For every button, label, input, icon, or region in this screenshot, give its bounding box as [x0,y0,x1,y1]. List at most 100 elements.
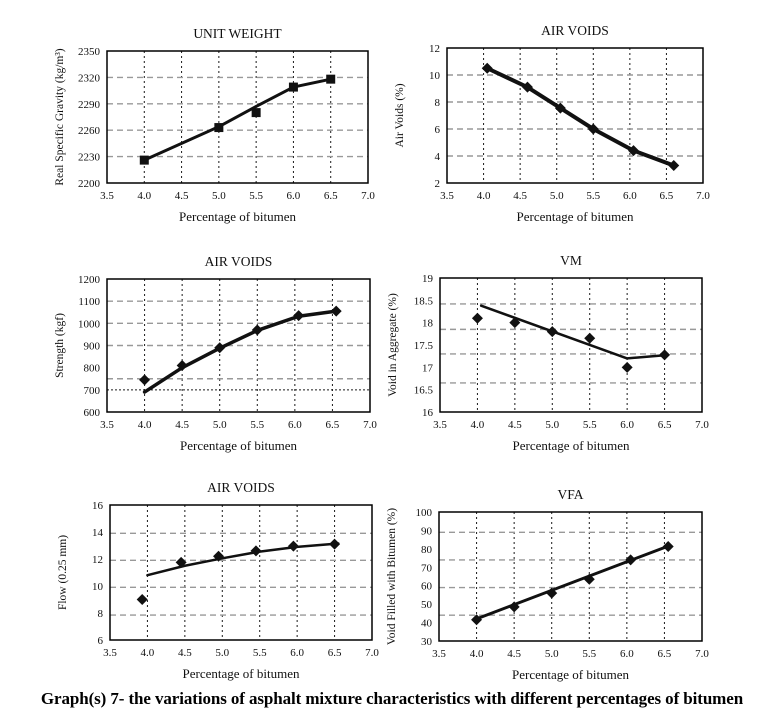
data-marker [330,305,342,317]
x-tick-label: 6.5 [658,648,672,660]
trend-line [146,542,340,577]
y-tick-label: 6 [98,635,104,647]
y-axis-label: Strength (kgf) [54,313,66,378]
y-tick-label: 10 [92,581,104,593]
y-tick-label: 2320 [78,72,101,84]
data-marker [583,573,595,585]
x-tick-label: 5.5 [582,648,596,660]
x-tick-label: 3.5 [100,419,114,431]
y-tick-label: 16 [92,500,104,512]
x-tick-label: 5.0 [545,419,559,431]
y-tick-label: 2200 [78,178,101,190]
trend-line [479,304,666,360]
data-marker [139,374,151,386]
data-marker [288,82,298,92]
x-tick-label: 4.0 [137,190,151,202]
x-tick-label: 4.5 [175,419,189,431]
figure-caption: Graph(s) 7- the variations of asphalt mi… [40,689,744,708]
data-marker [587,123,599,135]
x-tick-label: 6.5 [658,419,672,431]
x-tick-label: 5.0 [550,190,564,202]
chart-vfa: 30 40 50 60 70 80 90 100 3.5 4.0 4.5 5.0 5.5 6.0 6.5 7.… [386,487,709,682]
y-axis-label: Real Specific Gravity (kg/m³) [54,48,66,185]
x-tick-label: 3.5 [432,648,446,660]
x-tick-label: 5.0 [215,647,229,659]
data-marker [214,342,226,354]
chart-vm: 16 16.5 17 17.5 18 18.5 19 3.5 4.0 4.5 5.0 5.5 6.0 6.… [387,253,709,453]
chart-flow: 6 8 10 12 14 16 3.5 4.0 4.5 5.0 5.5 6.0 6.5 7.0 AIR VO… [57,480,379,681]
x-axis-label: Percentage of bitumen [180,438,297,453]
plot-border [106,278,371,413]
data-marker [584,332,596,344]
data-marker [176,359,188,371]
x-tick-label: 6.5 [326,419,340,431]
data-marker [662,540,674,552]
plot-border [439,277,703,413]
trend-line [475,544,670,621]
chart-unit-weight: 2200 2230 2260 2290 2320 2350 3.5 4.0 4.5 5.0 5.5 6… [54,26,375,224]
x-axis-label: Percentage of bitumen [183,666,300,681]
y-tick-label: 12 [429,43,440,55]
y-tick-label: 1000 [78,318,101,330]
x-tick-label: 3.5 [103,647,117,659]
x-tick-label: 3.5 [433,419,447,431]
trend-line [142,309,338,394]
y-tick-label: 18.5 [414,295,434,307]
y-tick-label: 16 [422,407,434,419]
data-marker [668,159,680,171]
data-marker [175,556,187,568]
x-tick-label: 4.5 [178,647,192,659]
x-tick-label: 6.0 [290,647,304,659]
data-marker [326,74,336,84]
x-tick-label: 4.5 [508,419,522,431]
y-tick-label: 70 [421,562,433,574]
plot-border [106,50,369,184]
y-axis-label: Flow (0.25 mm) [57,535,69,610]
data-marker [250,545,262,557]
plot-border [109,504,373,641]
y-tick-label: 2350 [78,46,101,58]
x-tick-label: 6.5 [660,190,674,202]
x-axis-label: Percentage of bitumen [179,209,296,224]
x-tick-label: 7.0 [696,190,710,202]
data-marker [628,145,640,157]
y-tick-label: 6 [435,124,441,136]
x-axis-label: Percentage of bitumen [517,209,634,224]
chart-air-voids: 2 4 6 8 10 12 3.5 4.0 4.5 5.0 5.5 6.0 6.5 7.0 AIR VOID… [394,23,710,224]
y-tick-label: 18 [422,318,434,330]
chart-title: AIR VOIDS [205,254,273,269]
data-marker [546,326,558,338]
x-tick-label: 7.0 [695,648,709,660]
data-marker [546,587,558,599]
x-tick-label: 5.5 [253,647,267,659]
x-tick-label: 7.0 [365,647,379,659]
y-tick-label: 900 [84,341,101,353]
x-tick-label: 6.5 [328,647,342,659]
x-axis-label: Percentage of bitumen [512,667,629,682]
y-tick-label: 1100 [78,296,100,308]
x-tick-label: 6.0 [287,190,301,202]
data-marker [214,123,224,133]
x-tick-label: 7.0 [361,190,375,202]
x-tick-label: 4.5 [175,190,189,202]
x-tick-label: 4.0 [470,648,484,660]
data-marker [213,550,225,562]
data-marker [521,81,533,93]
data-marker [293,310,305,322]
data-marker [471,312,483,324]
x-tick-label: 6.0 [623,190,637,202]
y-tick-label: 16.5 [414,385,434,397]
y-tick-label: 2260 [78,125,101,137]
y-tick-label: 1200 [78,274,101,286]
chart-title: VM [560,253,582,268]
data-marker [139,155,149,165]
y-tick-label: 10 [429,70,441,82]
data-marker [621,361,633,373]
y-tick-label: 2230 [78,152,101,164]
x-tick-label: 5.5 [583,419,597,431]
y-tick-label: 600 [84,407,101,419]
y-tick-label: 90 [421,525,433,537]
x-tick-label: 4.0 [477,190,491,202]
y-tick-label: 60 [421,581,433,593]
